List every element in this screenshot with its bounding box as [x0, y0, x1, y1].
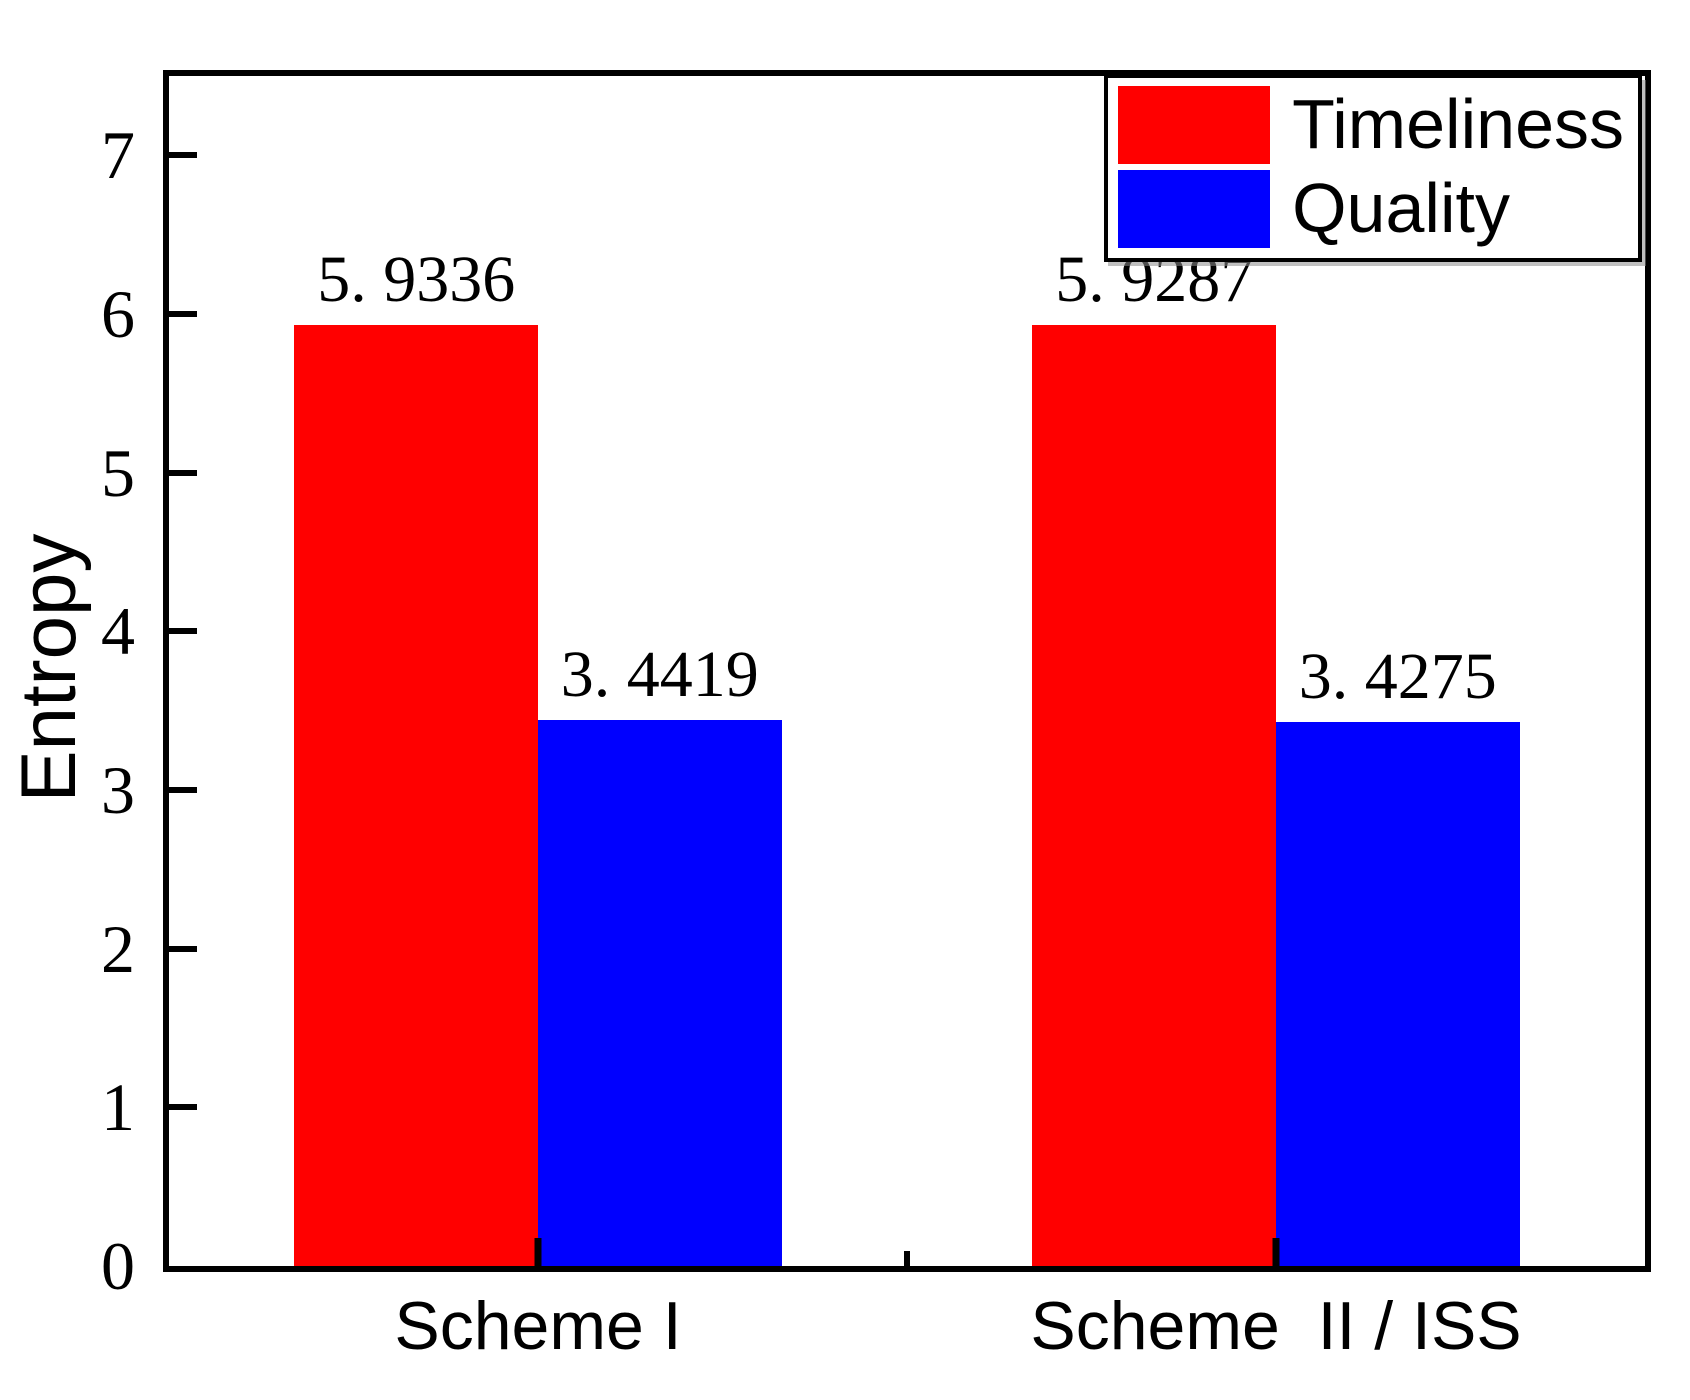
- x-axis-minor-tick: [904, 1251, 910, 1266]
- bar-value-label: 5. 9336: [317, 242, 516, 316]
- legend-label-quality: Quality: [1292, 169, 1510, 248]
- y-axis-tick: [169, 945, 197, 952]
- legend-item-quality: Quality: [1118, 170, 1624, 248]
- y-tick-label-1: 1: [101, 1069, 135, 1146]
- y-axis-tick: [169, 1104, 197, 1111]
- y-tick-label-2: 2: [101, 910, 135, 987]
- y-axis-tick: [169, 469, 197, 476]
- legend-item-timeliness: Timeliness: [1118, 86, 1624, 164]
- y-axis-tick: [169, 311, 197, 317]
- bar-quality-group2: [1276, 722, 1520, 1266]
- y-tick-label-3: 3: [101, 752, 135, 828]
- y-axis-tick: [169, 787, 197, 793]
- quality-swatch-icon: [1118, 170, 1271, 248]
- bar-value-label: 3. 4275: [1298, 640, 1497, 714]
- x-axis-tick-group2: [1272, 1238, 1280, 1266]
- bar-timeliness-group2: [1032, 325, 1276, 1266]
- legend: Timeliness Quality: [1104, 76, 1642, 262]
- x-category-label-scheme-i: Scheme I: [394, 1288, 682, 1364]
- bar-value-label: 3. 4419: [560, 637, 759, 711]
- y-axis-tick: [169, 628, 197, 635]
- y-axis-tick: [169, 152, 197, 159]
- bar-timeliness-group1: [294, 324, 538, 1266]
- y-tick-label-6: 6: [101, 276, 135, 352]
- y-tick-label-0: 0: [101, 1228, 135, 1304]
- plot-area: Timeliness Quality 5. 9336 5. 9287 3. 4419…: [163, 70, 1651, 1272]
- y-tick-label-5: 5: [101, 434, 135, 511]
- legend-label-timeliness: Timeliness: [1292, 85, 1624, 164]
- x-axis-tick-group1: [534, 1238, 542, 1266]
- bar-quality-group1: [538, 719, 782, 1266]
- y-tick-label-7: 7: [101, 117, 135, 194]
- x-category-label-scheme-ii-iss: Scheme II / ISS: [1030, 1288, 1522, 1364]
- y-tick-label-4: 4: [101, 593, 135, 670]
- timeliness-swatch-icon: [1118, 86, 1271, 164]
